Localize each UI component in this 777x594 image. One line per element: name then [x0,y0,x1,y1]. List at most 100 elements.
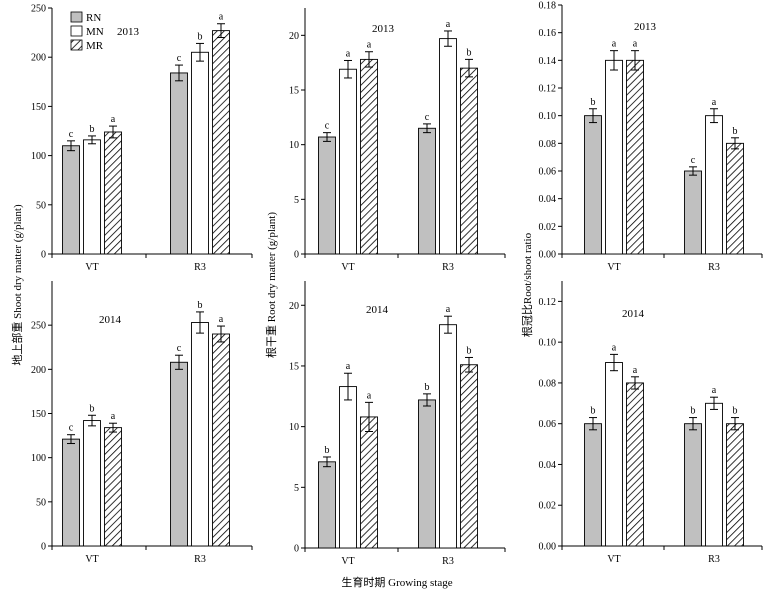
y-tick-label: 10 [289,140,299,151]
y-tick-label: 5 [294,195,299,206]
y-tick-label: 200 [31,53,46,64]
bar-mr-vt [360,58,378,255]
y-tick-label: 0.04 [539,194,557,205]
significance-letter: b [733,126,738,137]
y-tick-label: 0.10 [539,111,557,122]
y-tick-label: 0.06 [539,167,557,178]
y-tick-label: 0.18 [539,1,557,12]
bar-mn-r3 [191,322,209,547]
y-tick-label: 50 [36,200,46,211]
bar-rn-r3 [418,399,436,549]
bar-mr-vt [626,59,644,255]
significance-letter: b [198,31,203,42]
bar-rn-vt [318,136,336,255]
legend-label-mn: MN [86,26,104,38]
significance-letter: c [325,121,330,132]
bar-mn-r3 [705,402,723,547]
significance-letter: c [69,129,74,140]
significance-letter: a [446,19,451,30]
year-label: 2013 [372,23,395,35]
significance-letter: c [69,423,74,434]
bar-mr-r3 [212,30,230,255]
y-tick-label: 150 [31,102,46,113]
significance-letter: b [325,445,330,456]
significance-letter: a [111,114,116,125]
y-tick-label: 0.10 [539,338,557,349]
bar-rn-r3 [684,423,702,547]
significance-letter: a [712,97,717,108]
bar-mr-vt [104,131,122,255]
significance-letter: b [198,300,203,311]
y-tick-label: 15 [289,361,299,372]
significance-letter: a [346,361,351,372]
ylabel-ratio: 根冠比Root/shoot ratio [520,232,534,337]
bar-rn-r3 [170,72,188,255]
significance-letter: a [219,314,224,325]
bar-mn-r3 [439,38,457,255]
significance-letter: b [467,345,472,356]
x-tick-label-r3: R3 [442,262,454,273]
significance-letter: a [346,48,351,59]
bar-mr-r3 [460,67,478,255]
bar-mr-vt [626,382,644,547]
significance-letter: b [90,403,95,414]
year-label: 2014 [622,308,645,320]
y-tick-label: 15 [289,86,299,97]
significance-letter: b [591,406,596,417]
y-tick-label: 0 [294,250,299,261]
shared-annotations: 地上部重 Shoot dry matter (g/plant) 根干重 Root… [10,11,534,589]
significance-letter: a [367,40,372,51]
significance-letter: c [691,155,696,166]
y-tick-label: 250 [31,4,46,15]
y-tick-label: 0.04 [539,460,557,471]
y-tick-label: 20 [289,31,299,42]
y-tick-label: 0.02 [539,222,557,233]
bar-mn-vt [83,420,101,547]
bar-mr-r3 [726,423,744,547]
x-tick-label-vt: VT [85,554,98,565]
significance-letter: b [425,382,430,393]
y-tick-label: 0.00 [539,250,557,261]
x-tick-label-r3: R3 [442,556,454,567]
bar-mn-vt [83,139,101,255]
significance-letter: c [425,112,430,123]
y-tick-label: 0.08 [539,139,557,150]
significance-letter: a [712,385,717,396]
x-tick-label-vt: VT [341,262,354,273]
bar-rn-vt [318,461,336,549]
legend-swatch-rn [70,11,83,23]
bar-mn-vt [339,386,357,549]
y-tick-label: 100 [31,151,46,162]
y-tick-label: 0.14 [539,56,557,67]
bar-rn-vt [62,438,80,547]
x-tick-label-r3: R3 [708,554,720,565]
bar-mn-vt [339,68,357,255]
bar-mr-vt [104,427,122,547]
significance-letter: a [633,39,638,50]
bar-rn-vt [62,145,80,255]
x-tick-label-r3: R3 [194,554,206,565]
panel-root-2013: 0 5 10 15 20 VT R3 2013 c c a a a b [289,8,506,273]
significance-letter: a [446,304,451,315]
x-tick-label-vt: VT [607,554,620,565]
bar-mn-r3 [191,51,209,255]
significance-letter: a [219,12,224,23]
ylabel-shoot: 地上部重 Shoot dry matter (g/plant) [10,204,24,366]
panel-shoot-2013: 0 50 100 150 200 250 VT R3 2013 c c b b a a [31,4,253,273]
y-tick-label: 0.12 [539,84,557,95]
legend: RN MN MR [70,11,104,52]
bar-rn-r3 [170,361,188,547]
y-tick-label: 200 [31,365,46,376]
bar-mr-vt [360,416,378,549]
x-tick-label-vt: VT [607,262,620,273]
significance-letter: a [633,365,638,376]
y-tick-label: 50 [36,497,46,508]
y-tick-label: 0 [41,250,46,261]
year-label: 2013 [117,26,140,38]
y-tick-label: 5 [294,483,299,494]
x-tick-label-r3: R3 [708,262,720,273]
bar-mn-vt [605,59,623,255]
significance-letter: a [612,342,617,353]
significance-letter: b [691,406,696,417]
